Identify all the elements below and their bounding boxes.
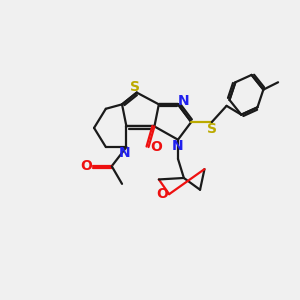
Text: O: O — [157, 187, 169, 201]
Text: O: O — [80, 159, 92, 173]
Text: N: N — [172, 139, 184, 153]
Text: O: O — [150, 140, 162, 154]
Text: N: N — [178, 94, 189, 108]
Text: N: N — [119, 146, 131, 160]
Text: S: S — [207, 122, 217, 136]
Text: S: S — [130, 80, 140, 94]
